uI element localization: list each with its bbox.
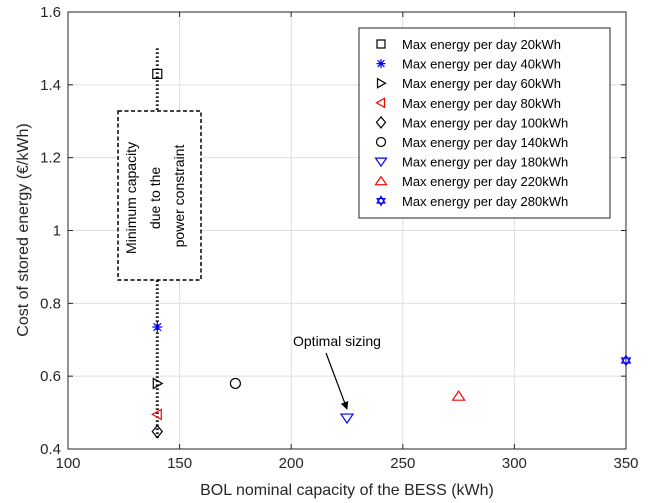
data-points — [151, 68, 632, 439]
data-point-hexagram — [620, 354, 632, 367]
data-point-triangle-left — [151, 408, 162, 421]
legend-marker-asterisk — [376, 59, 386, 69]
legend-label: Max energy per day 60kWh — [402, 76, 561, 91]
legend-label: Max energy per day 180kWh — [402, 155, 568, 170]
legend-items: Max energy per day 20kWh Max energy per d… — [374, 37, 568, 209]
data-point-asterisk — [152, 322, 163, 333]
legend-marker-triangle-down — [374, 157, 388, 168]
data-point-diamond — [151, 424, 164, 439]
x-tick-label: 150 — [167, 455, 192, 472]
y-tick-label: 0.6 — [40, 368, 61, 385]
x-tick-label: 200 — [279, 455, 304, 472]
legend-marker-diamond — [375, 115, 387, 129]
legend-label: Max energy per day 20kWh — [402, 37, 561, 52]
legend-marker-circle — [375, 136, 387, 148]
data-point-triangle-up — [451, 390, 466, 401]
y-tick-label: 0.8 — [40, 295, 61, 312]
axes — [67, 11, 627, 450]
x-tick-label: 100 — [55, 455, 80, 472]
optimal-sizing-annotation: Optimal sizing — [293, 333, 381, 410]
legend: Max energy per day 20kWh Max energy per d… — [358, 27, 611, 219]
axes-frame — [67, 11, 627, 450]
data-point-triangle-down — [339, 413, 355, 425]
min-capacity-text: Minimum capacity due to the power constr… — [123, 138, 187, 254]
legend-marker-hexagram — [376, 195, 386, 207]
x-tick-label: 300 — [502, 455, 527, 472]
legend-marker-triangle-up — [374, 175, 388, 186]
legend-label: Max energy per day 100kWh — [402, 115, 568, 130]
y-tick-label: 1.4 — [40, 77, 61, 94]
min-capacity-annotation: Minimum capacity due to the power constr… — [117, 48, 202, 439]
optimal-sizing-text: Optimal sizing — [293, 333, 381, 349]
data-point-square — [152, 68, 163, 80]
data-point-triangle-right — [152, 377, 164, 390]
y-tick-label: 1.2 — [40, 150, 61, 167]
x-axis-label: BOL nominal capacity of the BESS (kWh) — [200, 482, 494, 499]
legend-label: Max energy per day 80kWh — [402, 96, 561, 111]
optimal-sizing-arrow — [325, 352, 349, 410]
min-capacity-box — [117, 110, 202, 281]
y-axis-label: Cost of stored energy (€/kWh) — [15, 123, 32, 336]
x-tick-label: 250 — [390, 455, 415, 472]
legend-box — [358, 27, 611, 219]
x-tick-label: 350 — [613, 455, 638, 472]
legend-label: Max energy per day 40kWh — [402, 57, 561, 72]
legend-marker-triangle-left — [375, 97, 386, 109]
legend-marker-square — [376, 39, 386, 49]
y-tick-label: 1.6 — [40, 4, 61, 21]
legend-marker-triangle-right — [376, 77, 387, 89]
tick-labels: 100 150 200 250 300 350 0.4 0.6 0.8 1 1.2 1.4 1.6 — [40, 4, 638, 472]
legend-label: Max energy per day 220kWh — [402, 174, 568, 189]
legend-label: Max energy per day 280kWh — [402, 194, 568, 209]
data-point-circle — [229, 377, 241, 390]
y-tick-label: 1 — [53, 223, 61, 240]
y-tick-label: 0.4 — [40, 441, 61, 458]
legend-label: Max energy per day 140kWh — [402, 135, 568, 150]
